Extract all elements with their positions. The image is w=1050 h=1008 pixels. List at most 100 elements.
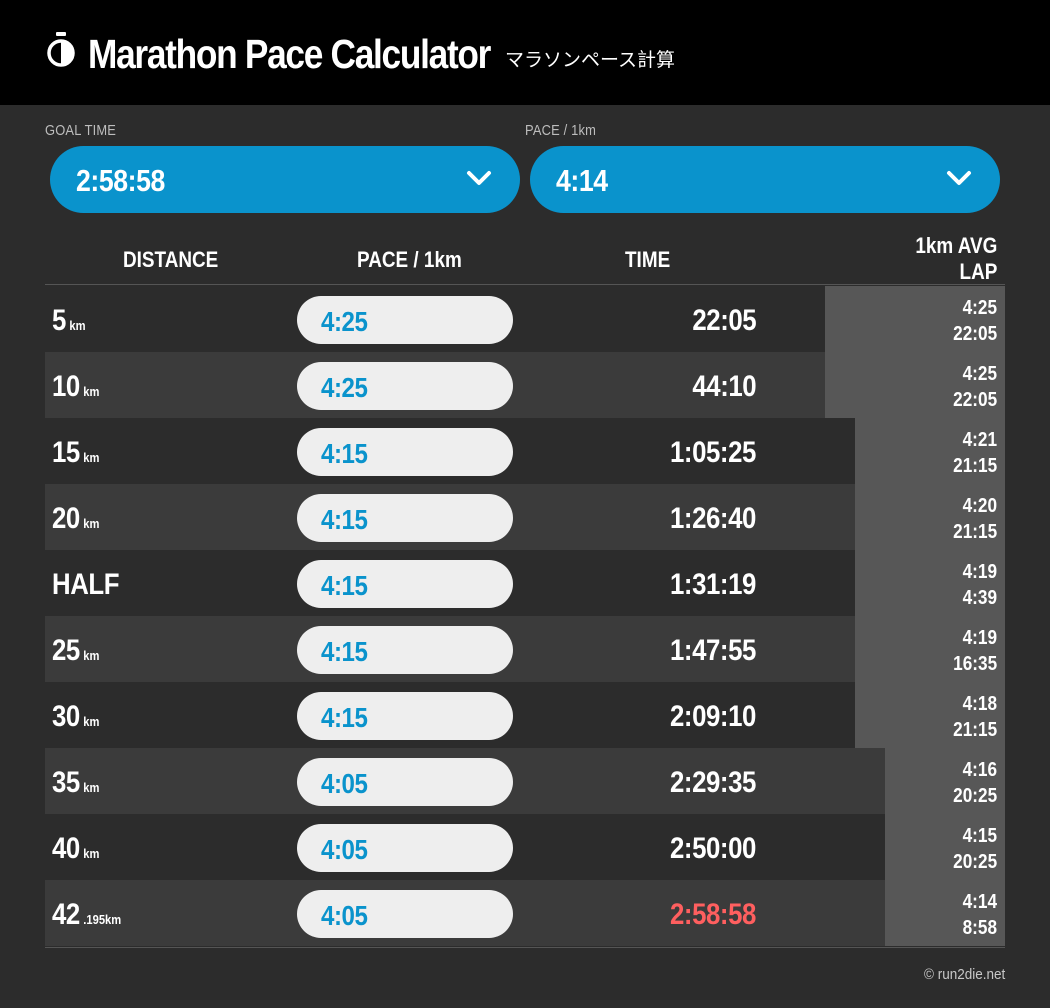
pace-input-value: 4:15 bbox=[321, 438, 368, 469]
time-cell: 1:05:25 bbox=[670, 436, 756, 469]
lap-split-value: 21:15 bbox=[953, 521, 997, 543]
lap-split-value: 21:15 bbox=[953, 719, 997, 741]
pace-input-value: 4:05 bbox=[321, 768, 368, 799]
lap-cell: 4:19 4:39 bbox=[855, 550, 1005, 616]
lap-cell: 4:15 20:25 bbox=[885, 814, 1005, 880]
distance-cell: 15 km bbox=[52, 436, 99, 470]
goal-time-select[interactable]: 2:58:58 bbox=[50, 146, 520, 213]
chevron-down-icon bbox=[947, 171, 971, 185]
table-row: 25 km 4:15 1:47:55 4:19 16:35 bbox=[45, 616, 1005, 682]
time-cell: 1:31:19 bbox=[670, 568, 756, 601]
split-table: 5 km 4:25 22:05 4:25 22:05 10 km 4:25 44:1… bbox=[45, 286, 1005, 946]
pace-input[interactable]: 4:15 bbox=[297, 692, 513, 740]
pace-input[interactable]: 4:15 bbox=[297, 626, 513, 674]
column-header-lap-line2: LAP bbox=[959, 259, 997, 284]
distance-value: 20 bbox=[52, 502, 80, 535]
goal-time-label: GOAL TIME bbox=[45, 122, 117, 139]
distance-cell: 30 km bbox=[52, 700, 99, 734]
time-cell: 2:29:35 bbox=[670, 766, 756, 799]
distance-cell: 35 km bbox=[52, 766, 99, 800]
lap-split-value: 8:58 bbox=[962, 917, 997, 939]
table-row: 5 km 4:25 22:05 4:25 22:05 bbox=[45, 286, 1005, 352]
pace-label: PACE / 1km bbox=[525, 122, 597, 139]
pace-input[interactable]: 4:05 bbox=[297, 824, 513, 872]
distance-unit: km bbox=[83, 780, 100, 795]
distance-unit: km bbox=[83, 846, 100, 861]
distance-unit: km bbox=[83, 516, 100, 531]
lap-cell: 4:18 21:15 bbox=[855, 682, 1005, 748]
pace-input[interactable]: 4:05 bbox=[297, 758, 513, 806]
distance-cell: 42.195km bbox=[52, 898, 121, 932]
lap-cell: 4:21 21:15 bbox=[855, 418, 1005, 484]
copyright-text: © run2die.net bbox=[923, 966, 1005, 983]
finish-time-cell: 2:58:58 bbox=[670, 898, 756, 931]
pace-input[interactable]: 4:15 bbox=[297, 494, 513, 542]
lap-split-value: 20:25 bbox=[953, 851, 997, 873]
pace-input-value: 4:05 bbox=[321, 900, 368, 931]
stopwatch-icon bbox=[47, 32, 75, 67]
app-header: Marathon Pace Calculator マラソンペース計算 bbox=[0, 0, 1050, 105]
lap-avg-value: 4:16 bbox=[962, 759, 997, 781]
distance-value: 30 bbox=[52, 700, 80, 733]
table-row: 40 km 4:05 2:50:00 4:15 20:25 bbox=[45, 814, 1005, 880]
time-cell: 22:05 bbox=[692, 304, 756, 337]
pace-select[interactable]: 4:14 bbox=[530, 146, 1000, 213]
lap-split-value: 16:35 bbox=[953, 653, 997, 675]
lap-cell: 4:16 20:25 bbox=[885, 748, 1005, 814]
column-header-pace: PACE / 1km bbox=[357, 247, 462, 272]
pace-input[interactable]: 4:15 bbox=[297, 428, 513, 476]
column-header-lap-line1: 1km AVG bbox=[914, 233, 997, 258]
table-row: 42.195km 4:05 2:58:58 4:14 8:58 bbox=[45, 880, 1005, 946]
distance-value: HALF bbox=[52, 568, 120, 601]
pace-input-value: 4:25 bbox=[321, 306, 368, 337]
time-cell: 1:26:40 bbox=[670, 502, 756, 535]
distance-unit: km bbox=[83, 450, 100, 465]
lap-avg-value: 4:25 bbox=[962, 297, 997, 319]
time-cell: 2:09:10 bbox=[670, 700, 756, 733]
distance-value: 10 bbox=[52, 370, 80, 403]
distance-unit: km bbox=[83, 384, 100, 399]
pace-value: 4:14 bbox=[556, 163, 608, 198]
lap-cell: 4:14 8:58 bbox=[885, 880, 1005, 946]
lap-avg-value: 4:14 bbox=[962, 891, 997, 913]
time-cell: 1:47:55 bbox=[670, 634, 756, 667]
lap-avg-value: 4:18 bbox=[962, 693, 997, 715]
distance-value: 25 bbox=[52, 634, 80, 667]
chevron-down-icon bbox=[467, 171, 491, 185]
distance-value: 40 bbox=[52, 832, 80, 865]
distance-cell: 10 km bbox=[52, 370, 99, 404]
distance-value: 15 bbox=[52, 436, 80, 469]
distance-cell: 25 km bbox=[52, 634, 99, 668]
column-header-distance: DISTANCE bbox=[123, 247, 219, 272]
lap-split-value: 20:25 bbox=[953, 785, 997, 807]
lap-cell: 4:25 22:05 bbox=[825, 286, 1005, 352]
lap-avg-value: 4:21 bbox=[962, 429, 997, 451]
pace-input-value: 4:15 bbox=[321, 504, 368, 535]
pace-input[interactable]: 4:15 bbox=[297, 560, 513, 608]
lap-split-value: 22:05 bbox=[953, 389, 997, 411]
pace-input-value: 4:05 bbox=[321, 834, 368, 865]
footer-divider bbox=[45, 947, 1005, 948]
distance-cell: 20 km bbox=[52, 502, 99, 536]
lap-avg-value: 4:19 bbox=[962, 627, 997, 649]
pace-input-value: 4:15 bbox=[321, 636, 368, 667]
column-header-time: TIME bbox=[625, 247, 671, 272]
pace-input-value: 4:15 bbox=[321, 702, 368, 733]
distance-value: 35 bbox=[52, 766, 80, 799]
distance-unit: km bbox=[69, 318, 86, 333]
time-cell: 2:50:00 bbox=[670, 832, 756, 865]
table-row: 20 km 4:15 1:26:40 4:20 21:15 bbox=[45, 484, 1005, 550]
distance-value: 5 bbox=[52, 304, 66, 337]
pace-input[interactable]: 4:05 bbox=[297, 890, 513, 938]
lap-avg-value: 4:20 bbox=[962, 495, 997, 517]
distance-cell: HALF bbox=[52, 568, 123, 602]
lap-cell: 4:20 21:15 bbox=[855, 484, 1005, 550]
distance-unit: km bbox=[83, 648, 100, 663]
pace-input[interactable]: 4:25 bbox=[297, 362, 513, 410]
pace-input[interactable]: 4:25 bbox=[297, 296, 513, 344]
table-row: HALF 4:15 1:31:19 4:19 4:39 bbox=[45, 550, 1005, 616]
pace-input-value: 4:15 bbox=[321, 570, 368, 601]
pace-input-value: 4:25 bbox=[321, 372, 368, 403]
distance-cell: 40 km bbox=[52, 832, 99, 866]
goal-time-value: 2:58:58 bbox=[76, 163, 165, 198]
